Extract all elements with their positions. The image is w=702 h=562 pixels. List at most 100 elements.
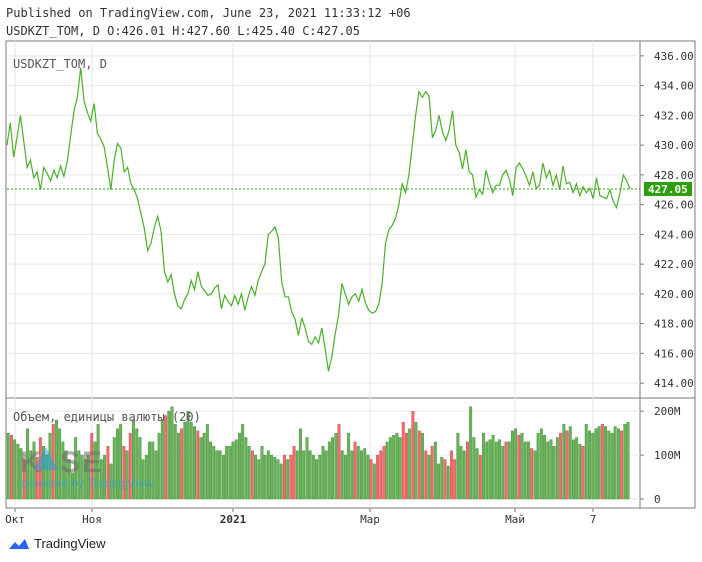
price-tick-label: 418.00 <box>654 318 694 331</box>
volume-bar <box>504 441 508 500</box>
price-tick-label: 430.00 <box>654 139 694 152</box>
volume-bar <box>401 422 405 500</box>
volume-bars <box>6 406 630 500</box>
price-tick-label: 424.00 <box>654 228 694 241</box>
volume-bar <box>119 424 123 500</box>
volume-bar <box>527 441 530 500</box>
volume-bar <box>58 428 62 500</box>
volume-bar <box>225 446 229 500</box>
volume-bar <box>353 441 357 500</box>
volume-bar <box>205 424 209 500</box>
volume-bar <box>491 435 495 500</box>
volume-bar <box>234 439 238 500</box>
volume-axis: 0 100M 200M <box>640 405 681 506</box>
volume-bar <box>459 446 463 500</box>
volume-bar <box>472 437 476 500</box>
volume-bar <box>263 454 267 500</box>
volume-bar <box>398 437 402 500</box>
volume-bar <box>366 454 370 500</box>
volume-bar <box>164 415 168 500</box>
volume-bar <box>517 435 521 500</box>
time-tick-label: Мар <box>360 513 380 526</box>
volume-bar <box>600 424 604 500</box>
volume-bar <box>475 448 479 500</box>
volume-bar <box>292 446 296 500</box>
volume-bar <box>562 424 566 500</box>
volume-bar <box>555 437 559 500</box>
volume-bar <box>260 446 264 500</box>
last-price-label: 427.05 <box>644 182 692 197</box>
volume-bar <box>514 428 518 500</box>
volume-bar <box>141 459 145 500</box>
volume-bar <box>70 472 74 500</box>
volume-bar <box>189 422 193 500</box>
time-tick-label: Окт <box>5 513 25 526</box>
volume-bar <box>498 439 501 500</box>
volume-bar <box>520 432 524 500</box>
volume-bar <box>283 454 286 500</box>
volume-bar <box>138 437 142 500</box>
volume-bar <box>286 459 290 500</box>
volume-bar <box>392 435 396 500</box>
volume-bar <box>469 406 473 500</box>
volume-bar <box>462 450 466 500</box>
svg-text:427.05: 427.05 <box>648 183 688 196</box>
volume-bar <box>350 450 354 500</box>
volume-bar <box>270 454 273 500</box>
kase-watermark: K SE powered by TradingView <box>20 446 154 490</box>
volume-bar <box>311 454 315 500</box>
volume-bar <box>125 450 129 500</box>
price-tick-label: 422.00 <box>654 258 694 271</box>
volume-bar <box>167 411 171 500</box>
volume-bar <box>254 454 258 500</box>
price-tick-label: 434.00 <box>654 80 694 93</box>
volume-bar <box>244 437 248 500</box>
volume-bar <box>202 432 206 500</box>
volume-bar <box>530 448 534 500</box>
volume-bar <box>572 439 575 500</box>
volume-bar <box>22 459 26 500</box>
volume-bar <box>180 428 184 500</box>
volume-bar <box>617 428 620 500</box>
volume-bar <box>395 432 399 500</box>
volume-bar <box>494 441 498 500</box>
volume-bar <box>450 450 453 500</box>
volume-bar <box>424 450 428 500</box>
volume-bar <box>193 426 197 500</box>
price-tick-label: 426.00 <box>654 199 694 212</box>
price-tick-label: 436.00 <box>654 50 694 63</box>
volume-bar <box>266 450 270 500</box>
volume-bar <box>382 446 386 500</box>
volume-bar <box>466 441 469 500</box>
volume-bar <box>135 428 139 500</box>
volume-bar <box>144 454 148 500</box>
volume-bar <box>151 441 155 500</box>
volume-bar <box>186 411 190 500</box>
volume-bar <box>427 454 431 500</box>
volume-bar <box>588 430 591 500</box>
volume-bar <box>106 446 110 500</box>
price-tick-label: 432.00 <box>654 109 694 122</box>
volume-bar <box>93 441 97 500</box>
tradingview-brand[interactable]: TradingView <box>8 536 106 551</box>
svg-text:K: K <box>20 446 44 479</box>
volume-bar <box>546 441 550 500</box>
volume-bar <box>334 432 338 500</box>
volume-title: Объем, единицы валюты (20) <box>13 410 201 424</box>
volume-bar <box>308 450 312 500</box>
volume-bar <box>388 437 392 500</box>
volume-bar <box>26 428 29 500</box>
volume-bar <box>411 411 415 500</box>
volume-bar <box>154 450 158 500</box>
volume-bar <box>247 446 251 500</box>
volume-bar <box>99 459 103 500</box>
volume-bar <box>584 424 588 500</box>
brand-name: TradingView <box>34 536 106 551</box>
volume-bar <box>74 437 78 500</box>
price-axis: 414.00 416.00 418.00 420.00 422.00 424.00 426.… <box>640 50 694 390</box>
tradingview-logo-icon <box>9 538 29 549</box>
volume-bar <box>408 428 412 500</box>
volume-bar <box>176 432 180 500</box>
volume-bar <box>446 465 450 500</box>
